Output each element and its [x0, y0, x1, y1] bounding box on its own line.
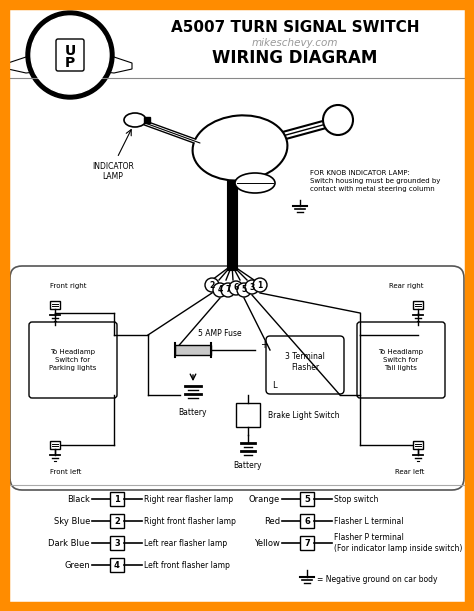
Bar [175, 345, 211, 355]
Bar [110, 536, 124, 550]
Circle shape [253, 278, 267, 292]
Bar [300, 536, 314, 550]
Text: Yellow: Yellow [254, 538, 280, 547]
Text: Left front flasher lamp: Left front flasher lamp [144, 560, 230, 569]
Text: Black: Black [67, 494, 90, 503]
Bar [110, 492, 124, 506]
Text: 4: 4 [114, 560, 120, 569]
Text: To Headlamp
Switch for
Parking lights: To Headlamp Switch for Parking lights [49, 349, 97, 371]
Bar [144, 117, 150, 123]
Text: A5007 TURN SIGNAL SWITCH: A5007 TURN SIGNAL SWITCH [171, 21, 419, 35]
Circle shape [26, 11, 114, 99]
Text: Rear right: Rear right [390, 283, 424, 289]
Text: L: L [272, 381, 277, 389]
Text: Right rear flasher lamp: Right rear flasher lamp [144, 494, 233, 503]
Circle shape [221, 283, 235, 297]
Text: 5: 5 [241, 285, 246, 295]
Text: Orange: Orange [249, 494, 280, 503]
Ellipse shape [192, 115, 287, 181]
Text: Flasher L terminal: Flasher L terminal [334, 516, 403, 525]
Circle shape [237, 283, 251, 297]
Text: 1: 1 [257, 280, 263, 290]
FancyBboxPatch shape [29, 322, 117, 398]
Ellipse shape [124, 113, 146, 127]
Bar [236, 403, 260, 427]
Circle shape [229, 281, 243, 295]
Text: Left rear flasher lamp: Left rear flasher lamp [144, 538, 227, 547]
Bar [50, 441, 60, 449]
FancyBboxPatch shape [56, 39, 84, 71]
Text: To Headlamp
Switch for
Tail lights: To Headlamp Switch for Tail lights [379, 349, 423, 371]
Bar [110, 558, 124, 572]
Bar [300, 492, 314, 506]
Circle shape [245, 280, 259, 294]
Text: 2: 2 [114, 516, 120, 525]
Bar [7, 78, 467, 468]
Text: INDICATOR
LAMP: INDICATOR LAMP [92, 162, 134, 181]
Bar [110, 514, 124, 528]
Polygon shape [78, 57, 132, 73]
Text: Stop switch: Stop switch [334, 494, 378, 503]
Text: P: P [65, 56, 75, 70]
Text: 5: 5 [304, 494, 310, 503]
Text: 3: 3 [249, 282, 255, 291]
Text: 6: 6 [233, 284, 238, 293]
Text: Battery: Battery [179, 408, 207, 417]
Text: 5 AMP Fuse: 5 AMP Fuse [198, 329, 242, 338]
Text: 6: 6 [304, 516, 310, 525]
Bar [413, 301, 423, 309]
Text: 1: 1 [114, 494, 120, 503]
Text: 7: 7 [304, 538, 310, 547]
Text: Front left: Front left [50, 469, 82, 475]
Bar [50, 301, 60, 309]
Text: PACIFIC: PACIFIC [55, 86, 85, 92]
Text: Dark Blue: Dark Blue [48, 538, 90, 547]
Text: mikeschevy.com: mikeschevy.com [252, 38, 338, 48]
Text: Battery: Battery [234, 461, 262, 470]
FancyBboxPatch shape [10, 266, 464, 490]
Circle shape [31, 16, 109, 94]
Ellipse shape [235, 173, 275, 193]
Polygon shape [8, 57, 62, 73]
Text: +: + [260, 340, 268, 350]
Circle shape [323, 105, 353, 135]
Circle shape [213, 283, 227, 297]
Text: Right front flasher lamp: Right front flasher lamp [144, 516, 236, 525]
FancyBboxPatch shape [357, 322, 445, 398]
Text: UNITED: UNITED [55, 18, 85, 24]
Text: Flasher P terminal
(For indicator lamp inside switch): Flasher P terminal (For indicator lamp i… [334, 533, 462, 553]
Text: 4: 4 [218, 285, 223, 295]
Circle shape [205, 278, 219, 292]
Text: Sky Blue: Sky Blue [54, 516, 90, 525]
Text: = Negative ground on car body: = Negative ground on car body [317, 576, 438, 585]
Text: FOR KNOB INDICATOR LAMP:
Switch housing must be grounded by
contact with metal s: FOR KNOB INDICATOR LAMP: Switch housing … [310, 170, 440, 192]
Text: U: U [64, 44, 76, 58]
Text: WIRING DIAGRAM: WIRING DIAGRAM [212, 49, 378, 67]
Bar [413, 441, 423, 449]
Text: 2: 2 [210, 280, 215, 290]
FancyBboxPatch shape [266, 336, 344, 394]
Text: 3: 3 [114, 538, 120, 547]
Text: Brake Light Switch: Brake Light Switch [268, 411, 339, 420]
Text: ®: ® [104, 93, 110, 98]
Bar [300, 514, 314, 528]
Text: Rear left: Rear left [395, 469, 424, 475]
Text: Green: Green [64, 560, 90, 569]
Text: 7: 7 [225, 285, 231, 295]
Text: Red: Red [264, 516, 280, 525]
Text: Front right: Front right [50, 283, 86, 289]
Text: 3 Terminal
Flasher: 3 Terminal Flasher [285, 351, 325, 372]
